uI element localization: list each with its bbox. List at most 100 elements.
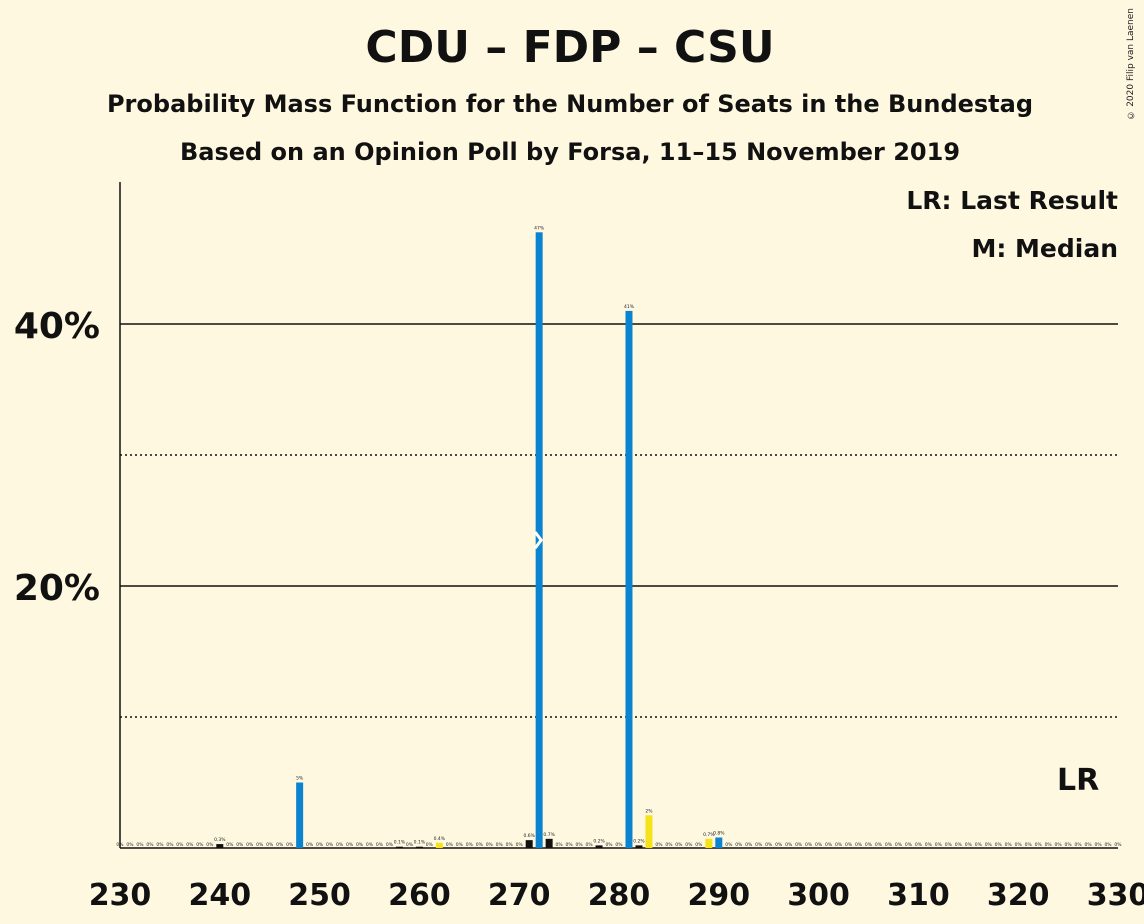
- legend-median: M: Median: [971, 234, 1118, 263]
- bar-value-label: 0%: [366, 842, 374, 848]
- bar-value-label: 0%: [815, 842, 823, 848]
- bar-value-label: 0%: [376, 842, 384, 848]
- bar: [435, 842, 443, 848]
- bar-value-label: 0%: [166, 842, 174, 848]
- bar-value-label: 0.4%: [434, 836, 446, 842]
- bar-value-label: 0.7%: [703, 832, 715, 838]
- bar-value-label: 0%: [1114, 842, 1122, 848]
- bar-value-label: 0%: [895, 842, 903, 848]
- bar-value-label: 0%: [1035, 842, 1043, 848]
- bar-value-label: 0%: [615, 842, 623, 848]
- bar-value-label: 0%: [476, 842, 484, 848]
- bar-value-label: 0%: [1045, 842, 1053, 848]
- bar: [545, 838, 553, 848]
- bar-value-label: 0%: [356, 842, 364, 848]
- bar-value-label: 0%: [256, 842, 264, 848]
- bar-value-label: 0%: [146, 842, 154, 848]
- bar-value-label: 0%: [795, 842, 803, 848]
- bar-value-label: 0%: [855, 842, 863, 848]
- y-tick-label: 40%: [14, 306, 100, 347]
- bar-value-label: 0%: [486, 842, 494, 848]
- x-tick-label: 240: [188, 878, 251, 913]
- bar-value-label: 0%: [266, 842, 274, 848]
- bar: [415, 846, 423, 848]
- bar-value-label: 0%: [156, 842, 164, 848]
- bar-value-label: 0%: [566, 842, 574, 848]
- bar-value-label: 0%: [765, 842, 773, 848]
- bar-value-label: 0%: [136, 842, 144, 848]
- bar-value-label: 0%: [655, 842, 663, 848]
- bar-value-label: 0%: [1104, 842, 1112, 848]
- bar-value-label: 0%: [1025, 842, 1033, 848]
- bar-value-label: 0%: [556, 842, 564, 848]
- bar-value-label: 0%: [1005, 842, 1013, 848]
- bar: [525, 840, 533, 848]
- bar-value-label: 0%: [805, 842, 813, 848]
- x-tick-label: 280: [588, 878, 651, 913]
- bar-value-label: 0%: [725, 842, 733, 848]
- bar-value-label: 0%: [695, 842, 703, 848]
- bar-value-label: 0%: [226, 842, 234, 848]
- bar-value-label: 0%: [1075, 842, 1083, 848]
- bar-value-label: 0%: [825, 842, 833, 848]
- bar: [395, 846, 403, 848]
- x-tick-label: 250: [288, 878, 351, 913]
- bar-value-label: 0%: [965, 842, 973, 848]
- bar-value-label: 47%: [534, 225, 545, 231]
- bar-value-label: 0%: [1094, 842, 1102, 848]
- bar: [645, 815, 653, 848]
- bar-value-label: 0%: [935, 842, 943, 848]
- bar-value-label: 0%: [585, 842, 593, 848]
- bar-value-label: 0%: [276, 842, 284, 848]
- bar-value-label: 0%: [1055, 842, 1063, 848]
- bar-value-label: 0%: [735, 842, 743, 848]
- x-tick-label: 330: [1087, 878, 1144, 913]
- bar-value-label: 0%: [426, 842, 434, 848]
- bar-value-label: 0%: [685, 842, 693, 848]
- bar-value-label: 0%: [186, 842, 194, 848]
- x-tick-label: 260: [388, 878, 451, 913]
- median-marker: [533, 531, 544, 550]
- bar-value-label: 0%: [995, 842, 1003, 848]
- bar-value-label: 0%: [985, 842, 993, 848]
- bar-value-label: 0%: [306, 842, 314, 848]
- bar: [595, 845, 603, 848]
- chart-subtitle: Probability Mass Function for the Number…: [106, 90, 1034, 118]
- bar-value-label: 0.7%: [543, 832, 555, 838]
- bar: [216, 844, 224, 848]
- bar-value-label: 0%: [506, 842, 514, 848]
- bar-value-label: 0%: [925, 842, 933, 848]
- bar-value-label: 0%: [236, 842, 244, 848]
- bar-value-label: 41%: [624, 304, 635, 310]
- bar-value-label: 0.2%: [593, 838, 605, 844]
- bar-value-label: 0%: [865, 842, 873, 848]
- bar-value-label: 0%: [286, 842, 294, 848]
- bar-value-label: 0%: [945, 842, 953, 848]
- bar-value-label: 0%: [126, 842, 134, 848]
- bar: [705, 838, 713, 848]
- bar-value-label: 0%: [326, 842, 334, 848]
- bar-value-label: 0%: [755, 842, 763, 848]
- bar-value-label: 0%: [885, 842, 893, 848]
- bar-value-label: 5%: [296, 776, 304, 782]
- bar-value-label: 0.2%: [633, 838, 645, 844]
- bar-value-label: 0%: [516, 842, 524, 848]
- bar-value-label: 0%: [955, 842, 963, 848]
- bar-value-label: 2%: [645, 808, 653, 814]
- bar-value-label: 0%: [316, 842, 324, 848]
- bar-value-label: 0.8%: [713, 831, 725, 837]
- bar-value-label: 0%: [675, 842, 683, 848]
- bar-value-label: 0%: [446, 842, 454, 848]
- chart-source-line: Based on an Opinion Poll by Forsa, 11–15…: [179, 138, 961, 166]
- bar: [625, 310, 633, 848]
- bar: [296, 782, 304, 848]
- bar-value-label: 0%: [336, 842, 344, 848]
- bar-value-label: 0.3%: [214, 837, 226, 843]
- x-tick-label: 230: [89, 878, 152, 913]
- bar-value-label: 0%: [576, 842, 584, 848]
- x-tick-label: 270: [488, 878, 551, 913]
- bar-value-label: 0%: [1065, 842, 1073, 848]
- bar-value-label: 0%: [905, 842, 913, 848]
- bar-value-label: 0.1%: [414, 840, 426, 846]
